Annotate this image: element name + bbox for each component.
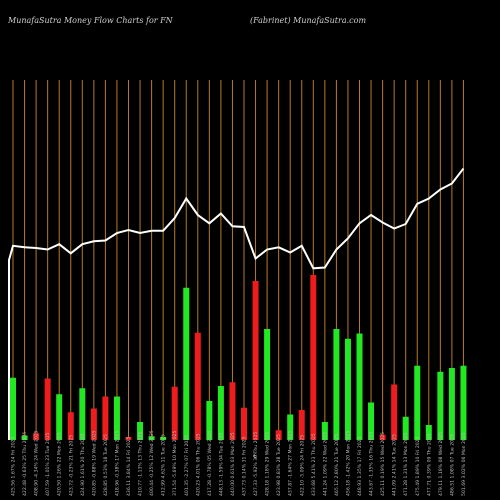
- x-tick-label: 428.18 1.18% 29 Wed 2025: [265, 432, 271, 496]
- x-tick-label: 465.12 2.80% 21 Tue 2025: [334, 434, 340, 496]
- money-flow-bar: [460, 365, 467, 440]
- money-flow-bar: [79, 388, 86, 440]
- money-flow-bar: [194, 332, 201, 440]
- header-right-title: (Fabrinet) MunafaSutra.com: [250, 16, 367, 25]
- x-tick-label: 443.67 -1.35% 16 Thu 2025: [369, 432, 375, 496]
- x-tick-label: 400.44 -0.25% 12 Wed 2025: [149, 430, 155, 496]
- x-tick-label: 433.68 5.41% 23 Thu 2025: [311, 433, 317, 496]
- x-tick-label: 425.56 1.67% 24 Fri 2025: [11, 436, 17, 496]
- axis-char: €: [253, 453, 257, 460]
- money-flow-bar: [448, 368, 455, 440]
- money-flow-bar: [310, 275, 317, 440]
- money-flow-bar: [21, 435, 28, 440]
- money-flow-bar: [425, 425, 432, 440]
- money-flow-bar: [252, 281, 259, 440]
- x-tick-label: 408.90 -4.34% 24 Wed 2025: [34, 430, 40, 496]
- x-tick-label: 448.93 1.35% 17 Fri 2025: [357, 436, 363, 496]
- money-flow-bar: [229, 382, 236, 440]
- money-flow-bar: [437, 371, 444, 440]
- money-flow-bar: [148, 436, 155, 440]
- x-axis-labels: 425.56 1.67% 24 Fri 2025 422.48 -0.63% 25…: [11, 430, 467, 496]
- x-tick-label: 424.90 1.61% 20 Thu 2025: [80, 433, 86, 496]
- money-flow-bar: [287, 414, 294, 440]
- money-flow-bar: [113, 396, 120, 440]
- x-tick-label: 422.48 -0.63% 25 Thu 2025: [22, 432, 28, 496]
- x-tick-label: 401.35 -2.27% 07 Fri 2025: [184, 435, 190, 496]
- money-flow-bar: [217, 386, 224, 440]
- money-flow-bar: [183, 287, 190, 440]
- money-flow-bar: [56, 394, 63, 440]
- money-flow-bar: [102, 396, 109, 440]
- x-tick-label: 501.69 3.02% 06 Mon 2025: [461, 432, 467, 496]
- x-tick-label: 436.11 3.84% 14 Fri 2025: [126, 436, 132, 496]
- x-tick-label: 471.28 1.31% 13 Mon 2025: [403, 432, 409, 496]
- money-flow-bar: [368, 402, 375, 440]
- money-flow-bar: [402, 416, 409, 440]
- x-tick-label: 423.72 -0.23% 21 Fri 2025: [68, 435, 74, 496]
- money-flow-bar: [275, 430, 282, 440]
- money-flow-bar: [44, 378, 51, 440]
- x-tick-label: 441.09 2.41% 14 Tue 2025: [392, 434, 398, 496]
- header-left-title: MunafaSutra Money Flow Charts for FN: [8, 16, 173, 25]
- money-flow-bar: [125, 437, 132, 440]
- x-tick-label: 448.13 -1.59% 04 Tue 2025: [218, 432, 224, 496]
- x-tick-label: 427.33 -5.92% 30 Thu 2025: [253, 432, 259, 496]
- x-tick-label: 422.10 -5.09% 24 Fri 2025: [299, 435, 305, 496]
- x-tick-label: 420.50 1.26% 22 Mon 2025: [57, 432, 63, 496]
- x-tick-label: 371.54 -5.69% 10 Mon 2025: [172, 431, 178, 496]
- x-tick-label: 441.24 1.09% 22 Wed 2025: [322, 432, 328, 496]
- money-flow-bar: [356, 333, 363, 440]
- money-flow-bar: [344, 338, 351, 440]
- money-flow-bar: [379, 434, 386, 440]
- x-tick-label: 420.85 -0.88% 19 Wed 2025: [91, 430, 97, 496]
- x-tick-label: 410.77 -1.13% 13 Thu 2025: [138, 432, 144, 496]
- money-flow-bar: [10, 377, 16, 440]
- money-flow-bar: [321, 422, 328, 440]
- money-flow-bar: [90, 408, 97, 440]
- x-tick-label: 479.11 1.18% 08 Wed 2025: [438, 432, 444, 496]
- x-tick-label: 428.85 0.53% 18 Tue 2025: [103, 434, 109, 496]
- x-tick-label: 425.11 0.19% 15 Wed 2025: [380, 432, 386, 496]
- money-flow-bar: [264, 329, 271, 440]
- x-tick-label: 407.59 -1.01% 23 Tue 2025: [45, 432, 51, 496]
- money-flow-bar: [206, 401, 213, 440]
- money-flow-bar: [137, 422, 144, 440]
- x-tick-label: 437.87 -1.64% 27 Mon 2025: [288, 431, 294, 496]
- money-flow-line: [8, 167, 465, 440]
- x-tick-label: 475.49 1.89% 10 Fri 2025: [415, 436, 421, 496]
- x-tick-label: 477.71 0.39% 09 Thu 2025: [426, 433, 432, 496]
- x-tick-label: 440.00 0.61% 03 Mon 2025: [230, 432, 236, 496]
- x-tick-label: 417.28 -0.78% 05 Wed 2025: [207, 430, 213, 496]
- x-tick-label: 423.98 0.83% 28 Tue 2025: [276, 434, 282, 496]
- money-flow-bar: [391, 384, 398, 440]
- money-flow-bar: [298, 410, 305, 440]
- x-tick-label: 437.73 0.14% 31 Fri 2025: [242, 436, 248, 496]
- money-flow-bar: [67, 412, 74, 440]
- money-flow-bar: [241, 407, 247, 440]
- x-tick-label: 418.96 -0.38% 17 Mon 2025: [114, 431, 120, 496]
- x-tick-label: 412.99 4.62% 11 Tue 2025: [161, 434, 167, 496]
- money-flow-bar: [33, 433, 40, 440]
- money-flow-bar: [333, 329, 340, 440]
- money-flow-bar: [414, 365, 421, 440]
- x-tick-label: 420.23 4.01% 06 Thu 2025: [195, 433, 201, 496]
- x-tick-label: 456.18 -1.42% 20 Mon 2025: [345, 431, 351, 496]
- money-flow-bars: [10, 275, 467, 440]
- money-flow-bar: [171, 386, 178, 440]
- money-flow-bar: [160, 437, 167, 440]
- x-tick-label: 486.51 1.08% 07 Tue 2025: [449, 434, 455, 496]
